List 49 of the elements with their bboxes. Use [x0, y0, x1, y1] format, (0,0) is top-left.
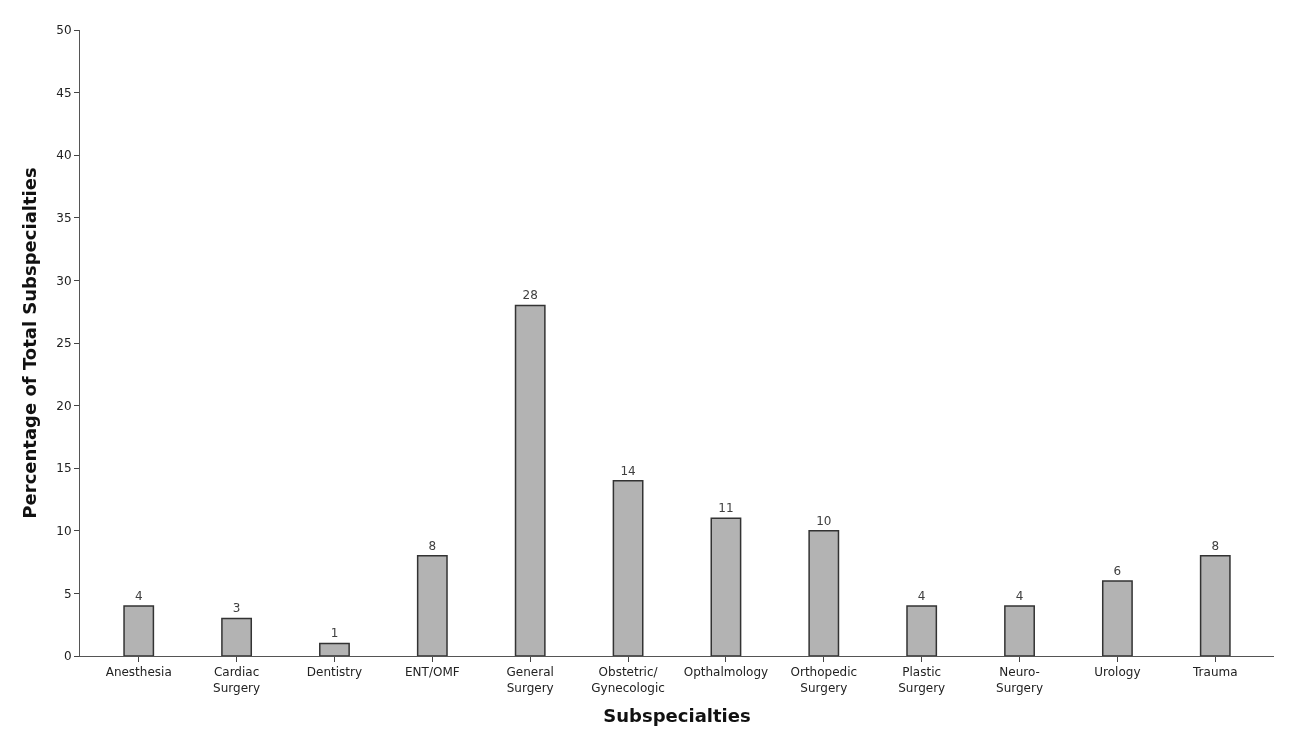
y-tick-label: 40	[56, 148, 72, 163]
bar	[416, 555, 448, 656]
x-tick-label: Trauma	[1192, 665, 1238, 680]
bar	[1101, 580, 1133, 656]
x-tick-label: Anesthesia	[105, 665, 172, 680]
x-axis-title: Subspecialties	[603, 705, 751, 727]
data-label: 3	[232, 601, 241, 616]
x-tick-label: Neuro-Surgery	[996, 665, 1044, 695]
bar	[319, 642, 350, 656]
data-label: 4	[917, 588, 926, 603]
y-tick-label: 35	[56, 211, 72, 225]
y-tick-label: 45	[56, 85, 72, 100]
data-label: 1	[330, 626, 339, 641]
x-tick-label: General Surgery	[506, 665, 554, 695]
data-label: 10	[816, 513, 832, 528]
bar	[808, 530, 840, 656]
y-tick-label: 15	[56, 461, 72, 476]
x-tick-label: Dentistry	[306, 665, 363, 680]
y-tick-label: 50	[56, 23, 72, 38]
x-tick-label: Orthopedic Surgery	[790, 665, 858, 695]
y-tick-label: 20	[56, 398, 72, 413]
x-tick-label: Plastic Surgery	[898, 665, 946, 695]
bar	[710, 517, 742, 656]
x-tick-label: Urology	[1094, 665, 1141, 680]
data-label: 8	[1211, 538, 1220, 553]
data-label: 6	[1113, 563, 1122, 578]
y-tick-label: 30	[56, 273, 72, 288]
bar	[906, 605, 938, 656]
x-tick-label: Cardiac Surgery	[213, 665, 261, 695]
bar	[1199, 555, 1231, 656]
x-tick-label: Opthalmology	[683, 665, 769, 680]
data-label: 8	[428, 538, 437, 553]
data-label: 28	[522, 288, 538, 303]
data-label: 4	[134, 588, 143, 603]
bar	[612, 479, 644, 656]
data-label: 14	[620, 463, 636, 478]
bar	[514, 304, 546, 656]
y-tick-label: 0	[63, 649, 72, 664]
y-tick-label: 10	[56, 524, 72, 538]
y-axis-title: Percentage of Total Subspecialties	[18, 167, 40, 519]
y-tick-label: 25	[56, 336, 72, 351]
data-label: 11	[718, 501, 734, 516]
bar	[123, 605, 155, 656]
bar	[221, 617, 253, 656]
bar	[1004, 605, 1035, 656]
y-tick-label: 5	[63, 586, 72, 601]
x-tick-label: Obstetric/Gynecologic	[591, 665, 665, 695]
data-label: 4	[1015, 588, 1024, 603]
x-tick-label: ENT/OMF	[405, 665, 460, 680]
